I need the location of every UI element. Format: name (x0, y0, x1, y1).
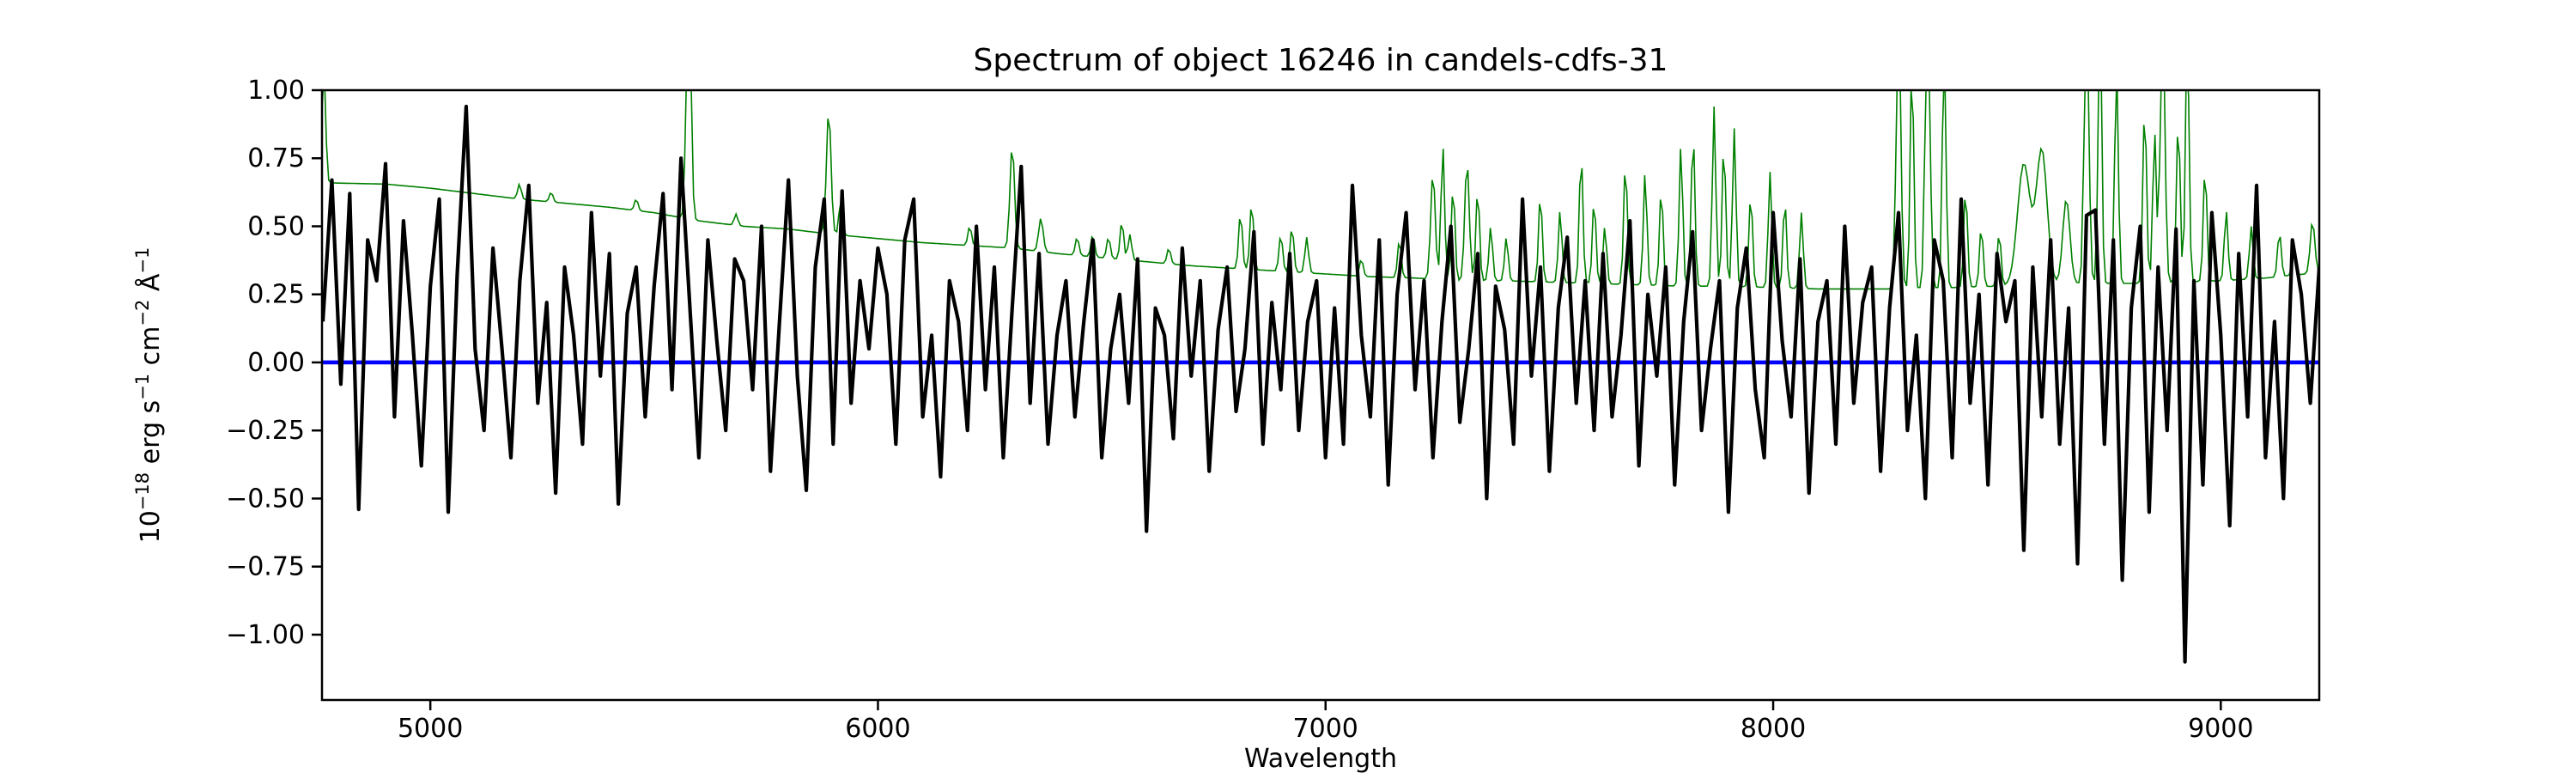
y-tick-label: 0.00 (247, 348, 305, 378)
noise-spectrum-line (322, 90, 2319, 290)
x-tick-label: 6000 (845, 714, 910, 744)
x-tick-label: 5000 (398, 714, 463, 744)
y-tick-label: 1.00 (247, 76, 305, 106)
plot-area (322, 90, 2319, 664)
chart-title: Spectrum of object 16246 in candels-cdfs… (974, 43, 1668, 78)
plot-border (320, 88, 2321, 702)
y-axis-label: 10−18 erg s−1 cm−2 Å−1 (132, 247, 166, 544)
y-tick-label: 0.75 (247, 143, 305, 173)
y-tick-label: −0.25 (226, 416, 305, 446)
y-tick-label: −0.75 (226, 552, 305, 582)
x-tick-label: 7000 (1293, 714, 1358, 744)
y-tick-label: 0.50 (247, 211, 305, 241)
x-axis-ticks: 5000 6000 7000 8000 9000 (398, 700, 2253, 744)
y-tick-label: −0.50 (226, 484, 305, 514)
x-tick-label: 9000 (2188, 714, 2253, 744)
x-tick-label: 8000 (1741, 714, 1806, 744)
flux-spectrum-line (322, 104, 2319, 664)
y-tick-label: 0.25 (247, 280, 305, 310)
x-axis-label: Wavelength (1244, 744, 1397, 773)
y-axis-ticks: 1.00 0.75 0.50 0.25 0.00 −0.25 −0.50 −0.75 −1.00 (226, 76, 322, 650)
y-tick-label: −1.00 (226, 620, 305, 650)
